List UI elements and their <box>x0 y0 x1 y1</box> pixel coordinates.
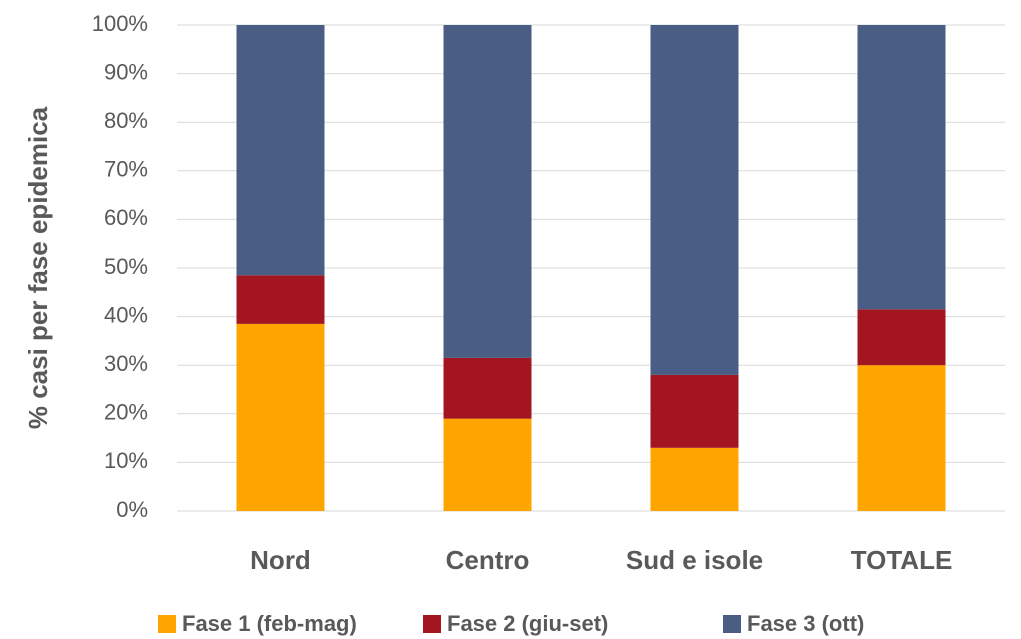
bar-segment <box>236 25 325 276</box>
bar-segment <box>443 418 532 511</box>
y-axis-title: % casi per fase epidemica <box>23 106 53 429</box>
bar-segment <box>650 447 739 511</box>
bar-segment <box>650 374 739 448</box>
legend-label: Fase 2 (giu-set) <box>447 611 608 636</box>
bar-segment <box>443 357 532 419</box>
legend-swatch <box>158 615 176 633</box>
bar-segment <box>650 25 739 375</box>
legend-swatch <box>423 615 441 633</box>
y-tick-label: 50% <box>104 254 148 279</box>
bar-segment <box>236 275 325 324</box>
bar-segment <box>857 309 946 366</box>
y-tick-label: 70% <box>104 157 148 182</box>
x-tick-label: Centro <box>446 545 530 575</box>
legend-swatch <box>723 615 741 633</box>
x-tick-label: Sud e isole <box>626 545 763 575</box>
bar-segment <box>857 365 946 511</box>
y-tick-label: 10% <box>104 448 148 473</box>
y-tick-label: 0% <box>116 497 148 522</box>
legend-label: Fase 3 (ott) <box>747 611 864 636</box>
x-tick-label: TOTALE <box>851 545 953 575</box>
y-tick-label: 90% <box>104 59 148 84</box>
y-tick-label: 40% <box>104 302 148 327</box>
y-tick-label: 30% <box>104 351 148 376</box>
bar-segment <box>857 25 946 310</box>
bar-segment <box>236 323 325 511</box>
legend-label: Fase 1 (feb-mag) <box>182 611 357 636</box>
y-tick-label: 60% <box>104 205 148 230</box>
y-tick-label: 80% <box>104 108 148 133</box>
y-tick-label: 20% <box>104 400 148 425</box>
x-tick-label: Nord <box>250 545 311 575</box>
bar-segment <box>443 25 532 358</box>
y-tick-label: 100% <box>92 11 148 36</box>
